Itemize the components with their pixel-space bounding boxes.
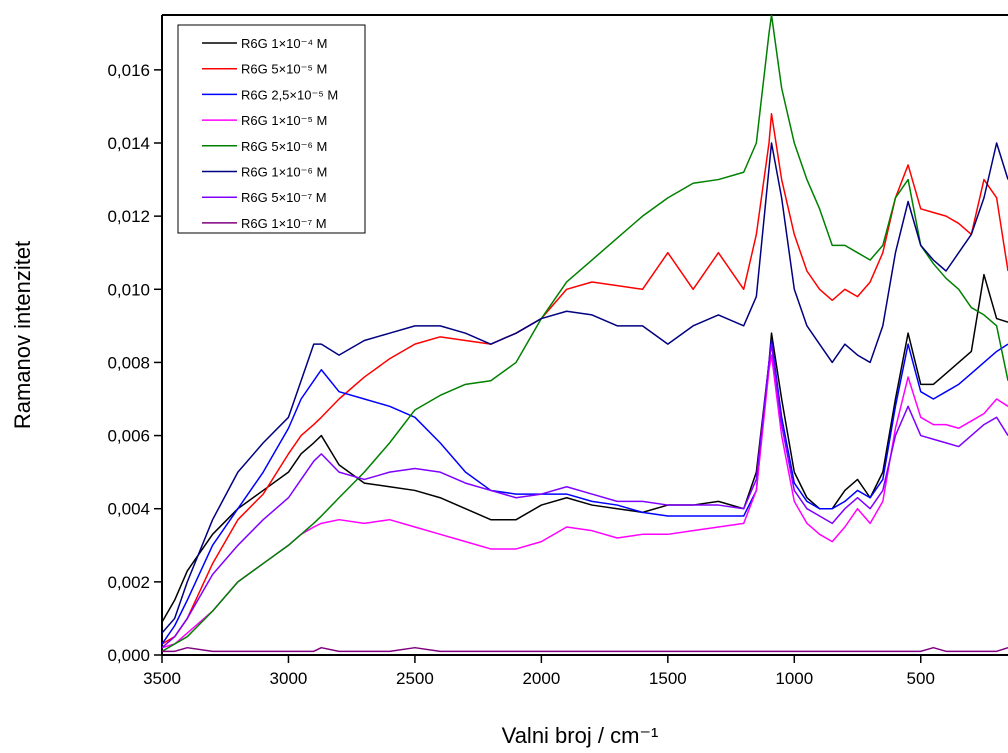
x-tick-label: 3500 — [143, 669, 181, 688]
legend: R6G 1×10⁻⁴ M R6G 5×10⁻⁵ M R6G 2,5×10⁻⁵ M R6… — [177, 24, 366, 234]
series-line — [162, 142, 1008, 634]
y-tick-label: 0,000 — [107, 646, 150, 665]
y-tick-label: 0,012 — [107, 207, 150, 226]
y-tick-label: 0,014 — [107, 134, 150, 153]
series-line — [162, 354, 1008, 649]
legend-label: R6G 5×10⁻⁶ M — [241, 139, 327, 154]
series-line — [162, 339, 1008, 645]
legend-label: R6G 1×10⁻⁴ M — [241, 36, 328, 51]
plot-area — [162, 15, 1008, 653]
series-line — [162, 15, 1008, 652]
x-tick-label: 1500 — [649, 669, 687, 688]
series-line — [162, 646, 1008, 653]
x-tick-label: 2500 — [396, 669, 434, 688]
legend-label: R6G 1×10⁻⁷ M — [241, 216, 327, 231]
legend-label: R6G 1×10⁻⁵ M — [241, 113, 327, 128]
y-tick-label: 0,008 — [107, 353, 150, 372]
x-axis-label: Valni broj / cm⁻¹ — [502, 723, 659, 748]
series-line — [162, 112, 1008, 645]
legend-label: R6G 5×10⁻⁵ M — [241, 62, 327, 77]
y-tick-label: 0,006 — [107, 427, 150, 446]
x-tick-label: 500 — [907, 669, 935, 688]
legend-box — [177, 24, 366, 234]
y-axis-label: Ramanov intenzitet — [10, 241, 35, 429]
series-line — [162, 273, 1008, 623]
legend-label: R6G 5×10⁻⁷ M — [241, 190, 327, 205]
x-tick-label: 1000 — [775, 669, 813, 688]
y-tick-label: 0,010 — [107, 280, 150, 299]
legend-label: R6G 1×10⁻⁶ M — [241, 165, 327, 180]
legend-label: R6G 2,5×10⁻⁵ M — [241, 87, 338, 102]
y-tick-label: 0,016 — [107, 61, 150, 80]
x-tick-label: 3000 — [270, 669, 308, 688]
y-tick-label: 0,002 — [107, 573, 150, 592]
y-tick-label: 0,004 — [107, 500, 150, 519]
series-line — [162, 343, 1008, 649]
x-tick-label: 2000 — [522, 669, 560, 688]
